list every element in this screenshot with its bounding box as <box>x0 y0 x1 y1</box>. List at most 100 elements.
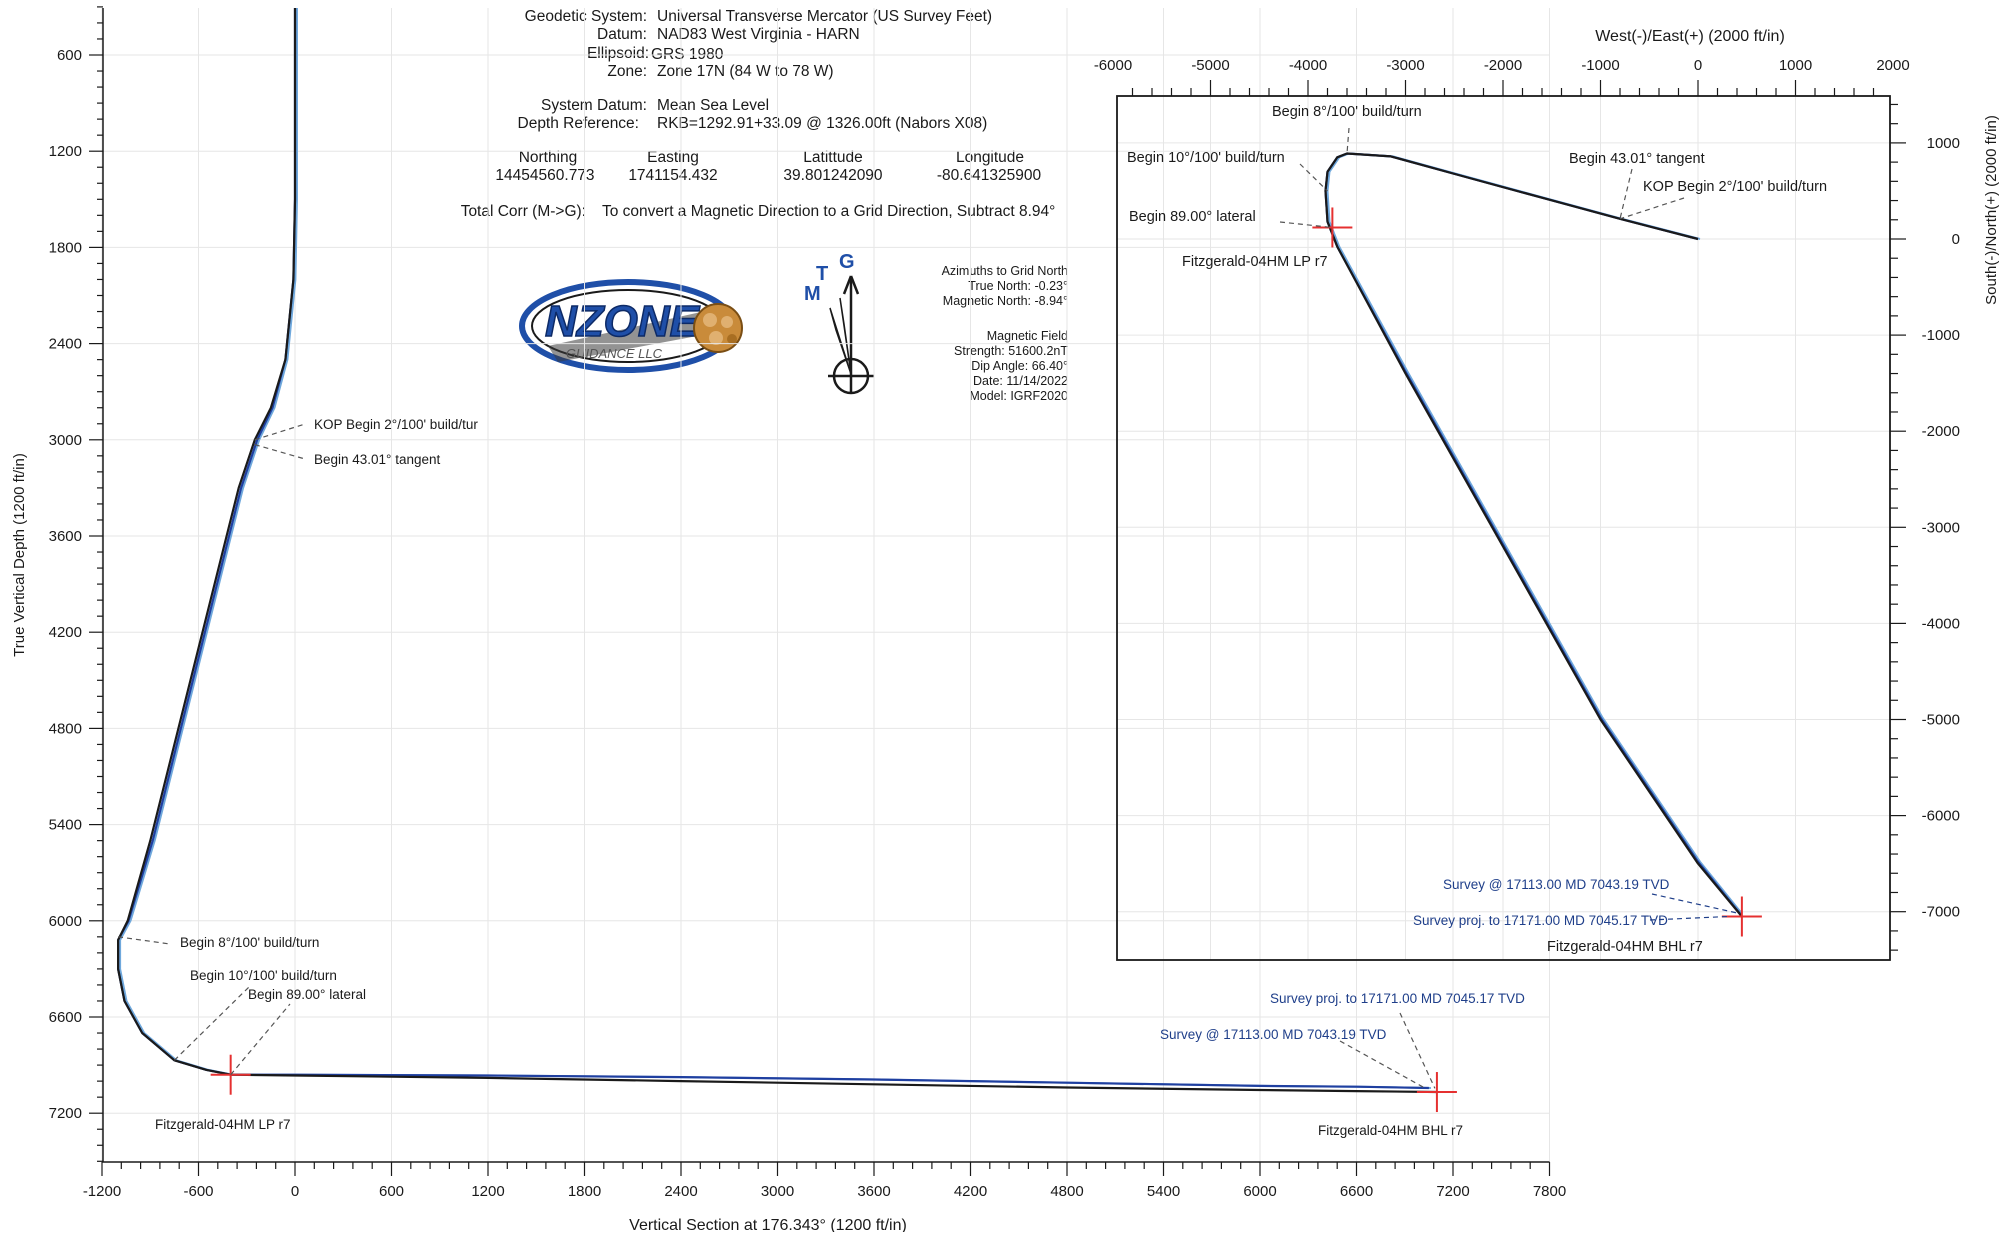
pv-y-tick-label: -5000 <box>1922 712 1960 729</box>
vs-x-tick-label: 1200 <box>471 1183 504 1200</box>
vs-y-tick-label: 4200 <box>49 624 82 641</box>
vs-x-tick-label: -1200 <box>83 1183 121 1200</box>
vs-x-tick-label: 7800 <box>1533 1183 1566 1200</box>
vs-y-tick-label: 1200 <box>49 143 82 160</box>
vs-annotation-kop: KOP Begin 2°/100' build/tur <box>314 417 478 432</box>
vs-annotation-tangent: Begin 43.01° tangent <box>314 452 441 467</box>
field-strength: Strength: 51600.2nT <box>954 344 1068 358</box>
geodetic-header: Geodetic System: Universal Transverse Me… <box>0 8 2010 132</box>
easting-header: Easting <box>647 149 699 166</box>
pv-y-axis-label: South(-)/North(+) (2000 ft/in) <box>1983 115 2000 305</box>
pv-annotation-8deg: Begin 8°/100' build/turn <box>1272 104 1422 120</box>
magnetic-north-letter: M <box>804 283 821 305</box>
vs-x-axis-label: Vertical Section at 176.343° (1200 ft/in… <box>629 1217 907 1232</box>
vs-x-tick-label: 5400 <box>1147 1183 1180 1200</box>
geodetic-system-value: Universal Transverse Mercator (US Survey… <box>657 8 993 25</box>
vs-lines <box>116 8 1437 1094</box>
azimuth-info: Azimuths to Grid North True North: -0.23… <box>880 264 1068 404</box>
vs-y-tick-label: 600 <box>57 47 82 64</box>
vs-leader-lateral <box>230 1003 291 1076</box>
pv-x-axis-label: West(-)/East(+) (2000 ft/in) <box>1595 28 1785 45</box>
vs-plan-line <box>116 8 1437 1094</box>
longitude-value: -80.641325900 <box>936 167 1042 184</box>
vs-x-tick-label: 7200 <box>1436 1183 1469 1200</box>
vs-x-tick-label: 3600 <box>857 1183 890 1200</box>
pv-leader-10deg <box>1299 163 1328 192</box>
pv-annotation-tangent: Begin 43.01° tangent <box>1569 151 1705 167</box>
pv-marker-label-bhl: Fitzgerald-04HM BHL r7 <box>1547 939 1703 955</box>
vs-x-tick-label: 4200 <box>954 1183 987 1200</box>
pv-annotation-lateral: Begin 89.00° lateral <box>1129 209 1256 225</box>
coordinate-table: Northing Easting Latittude Longitude 144… <box>0 149 2010 189</box>
vs-leader-tangent <box>254 444 306 460</box>
vs-marker-label-lp: Fitzgerald-04HM LP r7 <box>155 1117 291 1132</box>
vs-x-tick-label: 2400 <box>664 1183 697 1200</box>
vs-x-tick-label: 6600 <box>1340 1183 1373 1200</box>
pv-y-tick-label: 1000 <box>1927 135 1960 152</box>
vs-leader-8deg <box>118 936 171 945</box>
pv-marker <box>1721 896 1762 937</box>
vertical-section-plot: 600 1200 1800 2400 3000 3600 4200 4800 5400 6000 6… <box>11 6 1566 1234</box>
pv-x-tick-label: 2000 <box>1876 57 1909 74</box>
pv-y-tick-label: -3000 <box>1922 519 1960 536</box>
geodetic-system-label: Geodetic System: <box>524 8 647 25</box>
vs-y-axis-label: True Vertical Depth (1200 ft/in) <box>11 453 28 657</box>
vs-annotation-lateral: Begin 89.00° lateral <box>248 987 366 1002</box>
pv-marker-label-lp: Fitzgerald-04HM LP r7 <box>1182 254 1328 270</box>
total-corr-label: Total Corr (M->G): <box>460 203 586 220</box>
plan-view-plot: -6000 -5000 -4000 -3000 -2000 -1000 0 1000 2000 W… <box>1094 28 2000 961</box>
north-arrow: M T G <box>800 244 890 404</box>
ellipsoid-label: Ellipsoid: <box>586 45 649 62</box>
system-datum-value: Mean Sea Level <box>657 97 770 114</box>
datum-value: NAD83 West Virginia - HARN <box>657 26 860 43</box>
magnetic-field-title: Magnetic Field <box>986 329 1068 343</box>
vs-y-tick-label: 6600 <box>49 1009 82 1026</box>
northing-value: 14454560.773 <box>495 167 595 184</box>
pv-annotation-survey-proj: Survey proj. to 17171.00 MD 7045.17 TVD <box>1413 913 1668 928</box>
vs-annotation-survey-proj: Survey proj. to 17171.00 MD 7045.17 TVD <box>1270 991 1525 1006</box>
pv-leader-kop <box>1619 197 1685 220</box>
latitude-value: 39.801242090 <box>783 167 883 184</box>
pv-annotation-10deg: Begin 10°/100' build/turn <box>1127 150 1285 166</box>
vs-y-tick-label: 5400 <box>49 817 82 834</box>
pv-survey-line <box>1324 152 1741 915</box>
azimuths-title: Azimuths to Grid North <box>941 264 1068 278</box>
pv-x-tick-label: -4000 <box>1289 57 1327 74</box>
total-corr-value: To convert a Magnetic Direction to a Gri… <box>602 203 1056 220</box>
pv-x-tick-label: -5000 <box>1191 57 1229 74</box>
vs-x-tick-label: 6000 <box>1243 1183 1276 1200</box>
pv-x-tick-label: -3000 <box>1386 57 1424 74</box>
pv-annotation-survey: Survey @ 17113.00 MD 7043.19 TVD <box>1443 877 1670 892</box>
pv-y-tick-label: 0 <box>1952 231 1960 248</box>
pv-plan-line <box>1324 152 1743 918</box>
vs-annotation-10deg: Begin 10°/100' build/turn <box>190 968 337 983</box>
vs-annotation-8deg: Begin 8°/100' build/turn <box>180 935 319 950</box>
datum-label: Datum: <box>597 26 647 43</box>
vs-x-tick-label: 1800 <box>568 1183 601 1200</box>
vs-leader-survey <box>1339 1040 1426 1089</box>
northing-header: Northing <box>518 149 578 166</box>
longitude-header: Longitude <box>955 149 1025 166</box>
logo-wordmark: NZONE <box>545 297 701 346</box>
pv-leader-tangent <box>1619 168 1633 219</box>
pv-y-tick-label: -6000 <box>1922 808 1960 825</box>
pv-y-tick-label: -4000 <box>1922 615 1960 632</box>
dip-angle: Dip Angle: 66.40° <box>971 359 1068 373</box>
pv-x-tick-label: 0 <box>1694 57 1702 74</box>
easting-value: 1741154.432 <box>628 167 718 184</box>
field-model: Model: IGRF2020 <box>969 389 1068 403</box>
vs-x-tick-label: 3000 <box>761 1183 794 1200</box>
depth-reference-label: Depth Reference: <box>517 115 640 132</box>
vs-y-tick-label: 4800 <box>49 720 82 737</box>
north-arrow-icon: M T G <box>804 251 874 395</box>
pv-x-tick-label: 1000 <box>1779 57 1812 74</box>
vs-x-tick-label: -600 <box>183 1183 213 1200</box>
vs-marker <box>1416 1072 1457 1113</box>
vs-y-tick-label: 2400 <box>49 336 82 353</box>
vs-annotation-survey: Survey @ 17113.00 MD 7043.19 TVD <box>1160 1027 1387 1042</box>
pv-leader-survey <box>1651 893 1741 915</box>
total-correction: Total Corr (M->G): To convert a Magnetic… <box>0 203 2010 223</box>
